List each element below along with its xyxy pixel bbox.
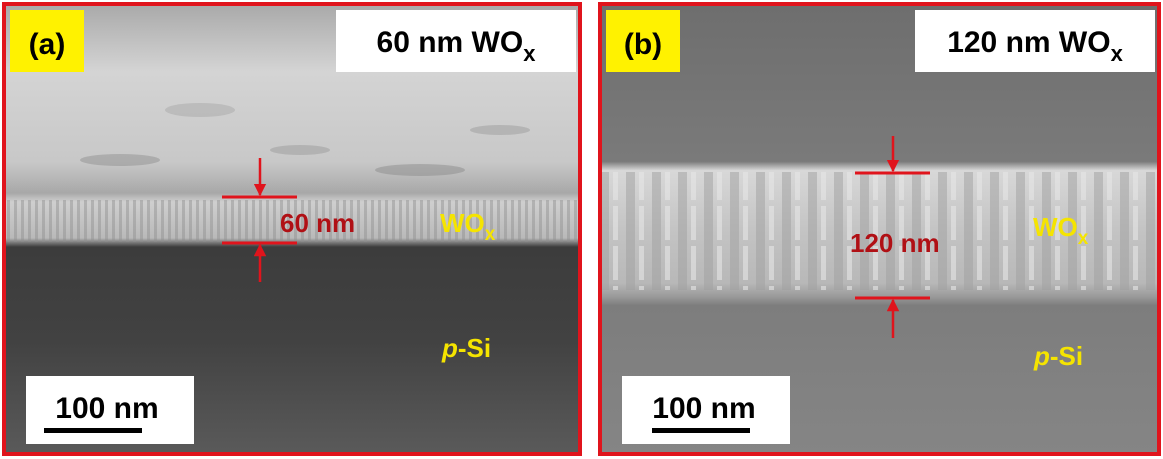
substrate-text: -Si bbox=[458, 333, 491, 363]
substrate-label: p-Si bbox=[441, 333, 491, 363]
page: {"panels": [ {"label": "(a)", "title": {… bbox=[0, 0, 1163, 459]
title-text: 120 nm WO bbox=[947, 26, 1110, 59]
title-text: 60 nm WO bbox=[377, 26, 524, 59]
substrate-label: p-Si bbox=[1033, 341, 1083, 371]
thickness-label: 120 nm bbox=[850, 228, 940, 258]
substrate-italic: p bbox=[1033, 341, 1050, 371]
thickness-label: 60 nm bbox=[280, 208, 355, 238]
layer-text: WO bbox=[1033, 212, 1078, 242]
title-subscript: x bbox=[1111, 41, 1124, 66]
scale-bar bbox=[44, 428, 142, 433]
panel-a: (a) 60 nm WOx 60 nm WOx p-Si 100 nm bbox=[4, 4, 580, 454]
scale-label: 100 nm bbox=[55, 392, 158, 425]
figure: (a) 60 nm WOx 60 nm WOx p-Si 100 nm (b) … bbox=[0, 0, 1163, 459]
substrate-text: -Si bbox=[1050, 341, 1083, 371]
scale-bar bbox=[652, 428, 750, 433]
substrate-italic: p bbox=[441, 333, 458, 363]
panel-label: (a) bbox=[29, 28, 66, 61]
panel-label: (b) bbox=[624, 28, 662, 61]
layer-subscript: x bbox=[1078, 228, 1089, 249]
panel-b: (b) 120 nm WOx 120 nm WOx p-Si 100 nm bbox=[600, 4, 1159, 454]
layer-subscript: x bbox=[485, 224, 496, 245]
scale-label: 100 nm bbox=[652, 392, 755, 425]
title-subscript: x bbox=[523, 41, 536, 66]
layer-text: WO bbox=[440, 208, 485, 238]
